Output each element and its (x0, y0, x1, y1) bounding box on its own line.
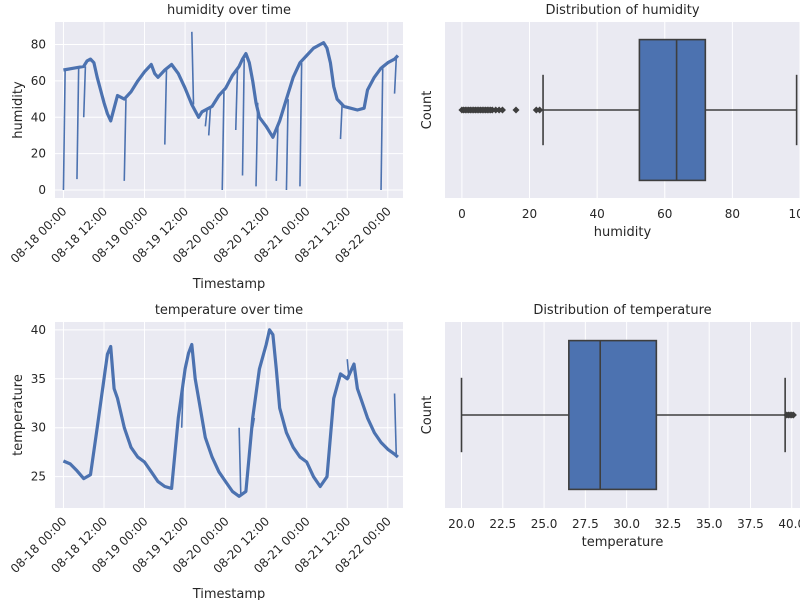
spike-mark (221, 91, 225, 191)
x-tick-label: 27.5 (572, 517, 599, 531)
x-tick-label: 40.0 (778, 517, 800, 531)
x-axis-label: temperature (582, 535, 664, 550)
y-axis-label: temperature (11, 374, 26, 456)
series-line-0 (63, 41, 400, 139)
x-tick-label: 0 (458, 207, 466, 221)
x-tick-label: 37.5 (737, 517, 764, 531)
outliers-1 (458, 106, 544, 114)
y-axis-label: humidity (11, 81, 26, 139)
y-tick-label: 30 (31, 421, 46, 435)
spike-mark (275, 124, 279, 181)
spike-mark (285, 99, 289, 191)
series-spikes-0 (62, 31, 398, 191)
x-axis-label: Timestamp (192, 587, 266, 600)
chart-title: temperature over time (155, 303, 303, 318)
chart-title: Distribution of humidity (545, 3, 699, 18)
y-tick-label: 25 (31, 470, 46, 484)
box-iqr (568, 339, 658, 491)
y-tick-label: 20 (31, 147, 46, 161)
outlier-point (789, 411, 797, 419)
spike-mark (207, 108, 212, 136)
spike-mark (204, 109, 208, 127)
y-tick-label: 80 (31, 38, 46, 52)
spike-mark (393, 59, 398, 94)
x-tick-label: 35.0 (696, 517, 723, 531)
gridlines-0 (55, 22, 403, 198)
outlier-point (512, 106, 520, 114)
x-tick-label: 30.0 (613, 517, 640, 531)
spike-mark (234, 69, 239, 131)
x-tick-label: 20 (522, 207, 537, 221)
chart-title: humidity over time (167, 3, 291, 18)
y-axis-label: Count (420, 91, 435, 130)
x-tick-label: 80 (725, 207, 740, 221)
x-tick-label: 22.5 (489, 517, 516, 531)
spike-mark (238, 427, 242, 497)
y-tick-label: 0 (38, 183, 46, 197)
spike-mark (339, 102, 343, 140)
box-iqr (638, 38, 707, 182)
x-tick-label: 32.5 (655, 517, 682, 531)
series-spikes-2 (180, 359, 398, 497)
y-tick-label: 35 (31, 372, 46, 386)
outlier-point (536, 106, 544, 114)
outliers-3 (783, 411, 797, 419)
x-tick-label: 20.0 (448, 517, 475, 531)
y-tick-label: 40 (31, 110, 46, 124)
spike-mark (62, 69, 66, 191)
x-tick-label: 40 (590, 207, 605, 221)
spike-mark (251, 417, 256, 428)
x-tick-label: 60 (657, 207, 672, 221)
x-axis-label: humidity (594, 225, 652, 240)
outlier-point (498, 106, 506, 114)
spike-mark (76, 68, 80, 180)
spike-mark (241, 59, 246, 176)
spike-mark (180, 378, 185, 428)
x-tick-label: 100 (789, 207, 800, 221)
spike-mark (123, 99, 127, 181)
series-line-2 (62, 328, 399, 498)
spike-mark (393, 393, 398, 455)
spike-mark (164, 69, 168, 145)
y-axis-label: Count (420, 396, 435, 435)
x-axis-label: Timestamp (192, 277, 266, 292)
chart-title: Distribution of temperature (533, 303, 711, 318)
spike-mark (346, 359, 350, 379)
spike-mark (191, 31, 195, 105)
spike-mark (255, 102, 259, 187)
spike-mark (299, 62, 303, 187)
y-tick-label: 40 (31, 323, 46, 337)
spike-mark (82, 66, 87, 118)
x-tick-label: 25.0 (531, 517, 558, 531)
spike-mark (380, 68, 384, 191)
y-tick-label: 60 (31, 74, 46, 88)
plot-area-2 (55, 322, 403, 508)
